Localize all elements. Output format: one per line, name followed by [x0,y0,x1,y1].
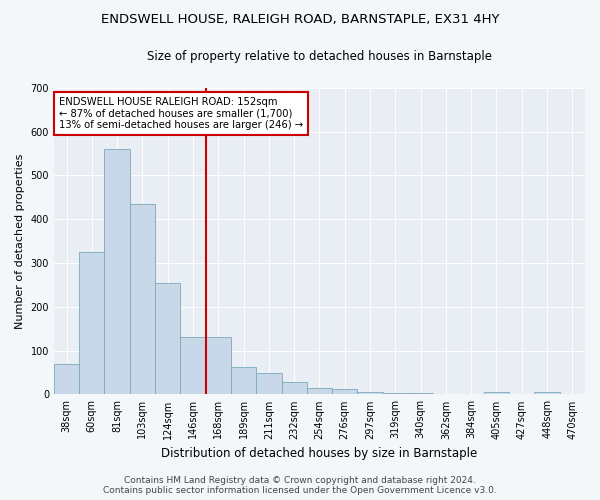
Text: ENDSWELL HOUSE, RALEIGH ROAD, BARNSTAPLE, EX31 4HY: ENDSWELL HOUSE, RALEIGH ROAD, BARNSTAPLE… [101,12,499,26]
Bar [54,364,79,394]
Y-axis label: Number of detached properties: Number of detached properties [15,154,25,329]
Bar [231,367,256,394]
Bar [535,392,560,394]
Text: Contains HM Land Registry data © Crown copyright and database right 2024.
Contai: Contains HM Land Registry data © Crown c… [103,476,497,495]
Text: ENDSWELL HOUSE RALEIGH ROAD: 152sqm
← 87% of detached houses are smaller (1,700): ENDSWELL HOUSE RALEIGH ROAD: 152sqm ← 87… [59,97,304,130]
Bar [206,338,231,394]
Bar [130,204,155,394]
Bar [332,389,358,394]
Bar [408,393,433,394]
Bar [281,382,307,394]
Bar [358,392,383,394]
Bar [383,392,408,394]
Title: Size of property relative to detached houses in Barnstaple: Size of property relative to detached ho… [147,50,492,63]
Bar [79,252,104,394]
Bar [155,282,181,395]
Bar [307,388,332,394]
Bar [104,149,130,394]
Bar [181,338,206,394]
Bar [484,392,509,394]
Bar [256,372,281,394]
X-axis label: Distribution of detached houses by size in Barnstaple: Distribution of detached houses by size … [161,447,478,460]
